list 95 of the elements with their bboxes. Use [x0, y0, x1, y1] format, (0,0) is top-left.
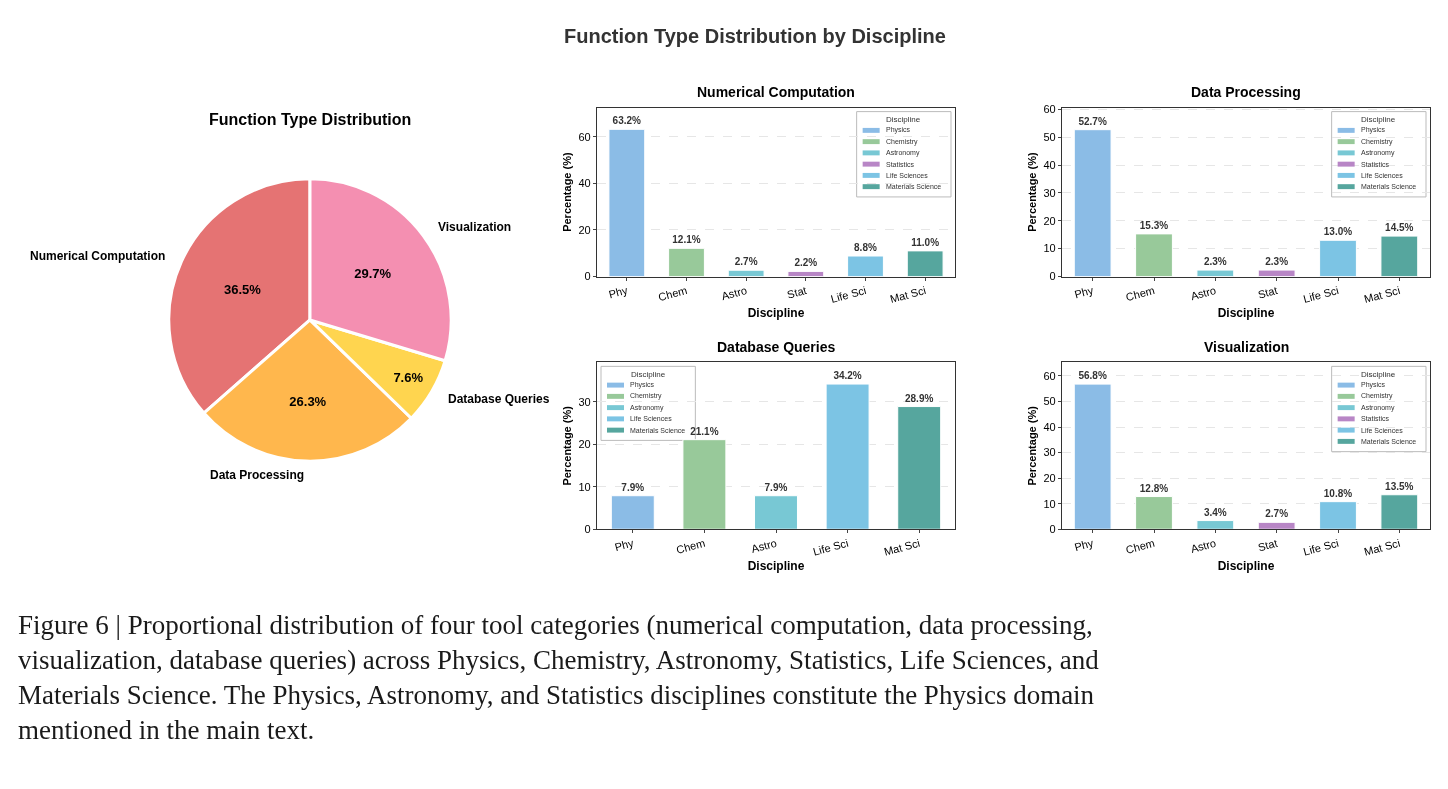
x-tick-label: Mat Sci	[1362, 536, 1402, 558]
y-tick-label: 40	[1043, 420, 1056, 433]
caption: Figure 6 | Proportional distribution of four tool categories (numerical computation, data processing, visualization, database queries) across Physics, Chemistry, Astronomy, Statistics, Life Sciences, and Materials Science. The Physics, Astronomy, and Statistics disciplines constitute the Physics domain mentioned in the main text.	[18, 610, 1100, 746]
x-tick-label: Chem	[1124, 283, 1156, 304]
data-label: 11.0%	[911, 236, 940, 248]
data-label: 10.8%	[1323, 487, 1353, 499]
data-label: 12.1%	[672, 234, 701, 246]
slice-label: Numerical Computation	[30, 249, 166, 263]
x-tick-label: Stat	[785, 283, 808, 301]
x-tick-label: Mat Sci	[882, 536, 922, 558]
y-tick-label: 20	[578, 438, 591, 451]
y-tick-label: 0	[1049, 270, 1056, 283]
legend-title: Discipline	[1361, 370, 1396, 379]
y-axis-title: Percentage (%)	[561, 152, 574, 232]
x-tick-label: Astro	[1189, 283, 1218, 303]
y-tick-label: 10	[578, 480, 591, 493]
y-tick-label: 0	[584, 270, 591, 283]
x-axis-title: Discipline	[747, 305, 805, 320]
y-tick-label: 0	[1049, 523, 1056, 536]
y-tick-label: 30	[1043, 186, 1056, 199]
chart-title: Function Type Distribution	[209, 111, 412, 128]
slice-label: Visualization	[438, 220, 512, 234]
data-label: 52.7%	[1078, 115, 1107, 127]
data-label: 12.8%	[1139, 482, 1169, 494]
slice-label: Database Queries	[448, 392, 550, 406]
y-tick-label: 60	[1043, 369, 1056, 382]
y-axis-title: Percentage (%)	[1026, 152, 1039, 232]
x-tick-label: Stat	[1256, 536, 1279, 554]
data-label: 63.2%	[612, 115, 642, 127]
x-tick-label: Stat	[1256, 283, 1279, 301]
data-label: 13.0%	[1323, 226, 1353, 238]
y-tick-label: 20	[578, 223, 591, 236]
legend-title: Discipline	[1361, 115, 1396, 124]
data-label: 3.4%	[1203, 506, 1227, 518]
chart-title: Data Processing	[1191, 84, 1301, 100]
y-tick-label: 30	[1043, 446, 1056, 459]
data-label: 26.3%	[289, 393, 327, 409]
data-label: 29.7%	[354, 265, 392, 281]
data-label: 14.5%	[1385, 222, 1414, 234]
data-label: 7.9%	[621, 481, 645, 493]
y-tick-label: 10	[1043, 242, 1056, 255]
x-tick-label: Astro	[1189, 536, 1218, 555]
y-tick-label: 20	[1043, 214, 1056, 227]
data-label: 2.7%	[1265, 508, 1289, 520]
data-label: 7.6%	[393, 370, 424, 386]
y-axis-title: Percentage (%)	[1026, 405, 1039, 486]
slice-label: Data Processing	[210, 468, 305, 482]
x-tick-label: Chem	[1124, 536, 1156, 556]
data-label: 15.3%	[1139, 219, 1169, 231]
data-label: 28.9%	[904, 392, 934, 404]
x-tick-label: Phy	[1073, 536, 1096, 554]
data-label: 2.7%	[734, 256, 758, 268]
data-label: 8.8%	[854, 242, 877, 254]
x-tick-label: Life Sci	[811, 536, 850, 558]
y-tick-label: 50	[1043, 131, 1056, 144]
y-tick-label: 10	[1043, 497, 1056, 510]
y-tick-label: 20	[1043, 472, 1056, 484]
y-tick-label: 30	[578, 395, 591, 408]
x-tick-label: Phy	[607, 283, 630, 301]
data-label: 36.5%	[224, 281, 262, 297]
chart-title: Visualization	[1204, 339, 1290, 355]
y-tick-label: 40	[1043, 158, 1056, 171]
y-tick-label: 50	[1043, 395, 1056, 408]
x-axis-title: Discipline	[747, 558, 805, 573]
text: Function Type Distribution by Discipline	[564, 25, 946, 47]
x-tick-label: Phy	[1073, 283, 1096, 301]
x-tick-label: Astro	[750, 536, 778, 555]
data-label: 2.2%	[794, 257, 818, 269]
x-tick-label: Phy	[613, 536, 636, 554]
data-label: 56.8%	[1078, 370, 1107, 382]
data-label: 2.3%	[1203, 256, 1227, 268]
x-tick-label: Chem	[674, 536, 707, 556]
legend-title: Discipline	[886, 115, 921, 124]
legend-title: Discipline	[631, 370, 666, 379]
data-label: 21.1%	[690, 425, 719, 437]
x-tick-label: Life Sci	[829, 283, 868, 305]
x-tick-label: Life Sci	[1301, 536, 1340, 558]
y-axis-title: Percentage (%)	[561, 405, 574, 486]
x-tick-label: Astro	[720, 283, 749, 303]
chart-title: Numerical Computation	[697, 84, 855, 100]
x-tick-label: Mat Sci	[888, 283, 928, 306]
x-axis-title: Discipline	[1217, 558, 1275, 573]
data-label: 7.9%	[764, 481, 788, 493]
data-label: 2.3%	[1265, 256, 1289, 268]
x-tick-label: Mat Sci	[1362, 283, 1402, 306]
y-tick-label: 40	[578, 177, 591, 190]
x-axis-title: Discipline	[1217, 305, 1275, 320]
x-tick-label: Life Sci	[1301, 283, 1340, 305]
y-tick-label: 60	[1043, 103, 1056, 116]
y-tick-label: 60	[578, 130, 591, 143]
chart-title: Database Queries	[717, 339, 836, 355]
x-tick-label: Chem	[656, 283, 689, 304]
data-label: 13.5%	[1385, 480, 1414, 492]
y-tick-label: 0	[584, 523, 591, 536]
data-label: 34.2%	[833, 370, 862, 382]
